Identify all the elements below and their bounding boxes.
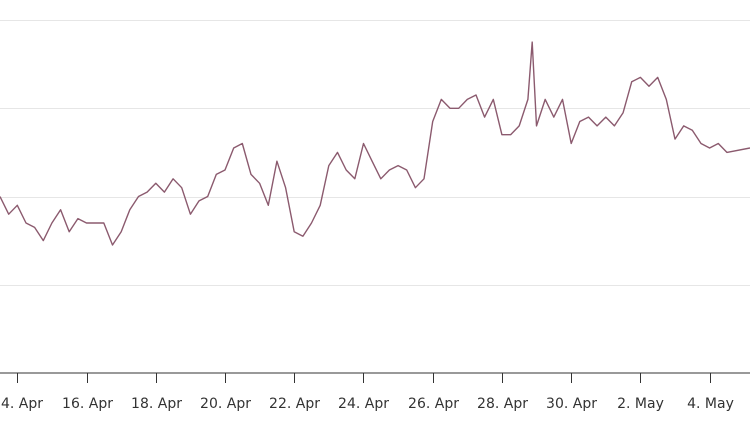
- x-tick-label: 28. Apr: [477, 396, 528, 412]
- series-line: [0, 41, 750, 246]
- x-tick-label: 14. Apr: [0, 396, 43, 412]
- plot-area: [0, 41, 750, 246]
- x-tick-label: 16. Apr: [62, 396, 113, 412]
- x-tick-label: 24. Apr: [338, 396, 389, 412]
- x-tick-label: 26. Apr: [408, 396, 459, 412]
- x-axis: 14. Apr 16. Apr 18. Apr 20. Apr 22. Apr 24. A…: [0, 373, 734, 412]
- x-tick-label: 22. Apr: [269, 396, 320, 412]
- gridlines: [0, 20, 750, 286]
- x-tick-label: 2. May: [617, 396, 664, 412]
- x-tick-label: 4. May: [687, 396, 734, 412]
- x-tick-label: 20. Apr: [200, 396, 251, 412]
- x-tick-label: 18. Apr: [131, 396, 182, 412]
- x-tick-label: 30. Apr: [546, 396, 597, 412]
